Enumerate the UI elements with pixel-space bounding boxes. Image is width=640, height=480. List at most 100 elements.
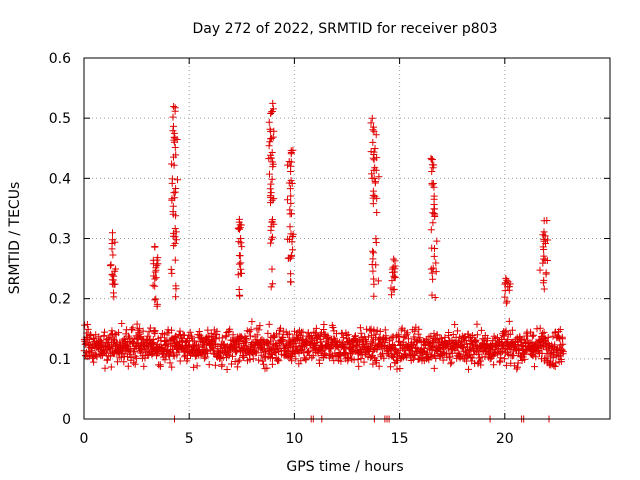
data-point [321,330,329,338]
data-point [284,161,292,169]
data-point [288,357,296,365]
data-point [370,292,378,300]
data-point [265,142,273,150]
data-point [266,192,274,200]
data-point [258,335,266,343]
data-point [234,358,242,366]
data-point [168,326,175,334]
data-point [201,339,209,347]
data-point [238,243,246,251]
data-point [272,340,280,347]
data-point [131,360,139,368]
data-point [284,196,291,204]
data-point [151,275,159,283]
data-point [170,129,178,137]
data-point [429,164,437,172]
data-point [368,332,375,340]
data-point [107,363,115,371]
data-point [329,324,337,331]
data-point [139,327,147,335]
data-point [477,326,485,334]
data-point [431,352,438,359]
data-point [213,327,221,335]
data-point [390,255,398,263]
x-tick-label: 5 [185,431,194,447]
data-point [117,353,125,361]
data-point [151,327,159,335]
data-point [551,363,559,370]
data-point [415,325,423,333]
data-point [166,359,174,367]
data-point [540,246,548,253]
data-point [473,331,481,339]
data-point [268,175,276,183]
data-point [559,348,567,356]
data-point [110,293,118,301]
data-point [266,185,274,193]
data-point [502,274,510,282]
data-point [170,138,178,146]
data-point [369,247,377,255]
data-point [195,328,203,335]
data-point [241,333,249,341]
data-point [396,337,404,345]
data-point [246,356,254,363]
data-point [389,268,396,276]
data-point [236,291,243,299]
data-point [536,324,544,332]
data-point [371,145,379,152]
data-point [402,353,410,361]
data-point [260,360,267,368]
data-point [226,325,234,333]
data-point [236,221,244,229]
data-point [387,363,394,371]
data-point [375,362,383,370]
data-point [429,275,437,283]
data-point [125,332,132,340]
data-point [396,365,404,372]
data-point [539,279,547,287]
data-point [292,355,300,363]
data-point [169,208,177,216]
data-point [428,269,436,277]
data-point [469,332,477,339]
data-point [357,355,365,362]
data-point [152,295,160,303]
data-point [286,223,294,231]
data-point [556,326,564,333]
data-point [124,362,132,370]
data-point [286,210,294,218]
data-point [104,356,111,364]
data-point [345,354,352,362]
data-point [176,357,184,365]
data-point [543,257,551,264]
data-point [285,179,293,187]
data-point [207,329,215,337]
data-point [152,264,160,272]
data-point [114,358,121,366]
data-point [344,331,352,339]
data-point [429,180,437,187]
data-point [253,331,261,339]
data-point [540,228,548,236]
data-point [264,338,272,346]
data-point [171,107,179,115]
data-point [168,196,176,204]
data-point [514,363,521,371]
data-point [544,236,552,244]
data-point [129,324,137,332]
data-point [267,199,274,207]
data-point [127,346,135,354]
data-point [106,262,114,270]
data-point [557,358,565,366]
data-point [544,333,552,341]
data-point [108,245,116,253]
data-point [299,328,307,336]
data-point [236,252,244,260]
data-point [148,350,156,358]
data-point [265,320,273,328]
data-point [255,326,263,334]
data-point [317,338,325,346]
x-tick-label: 20 [496,431,514,447]
